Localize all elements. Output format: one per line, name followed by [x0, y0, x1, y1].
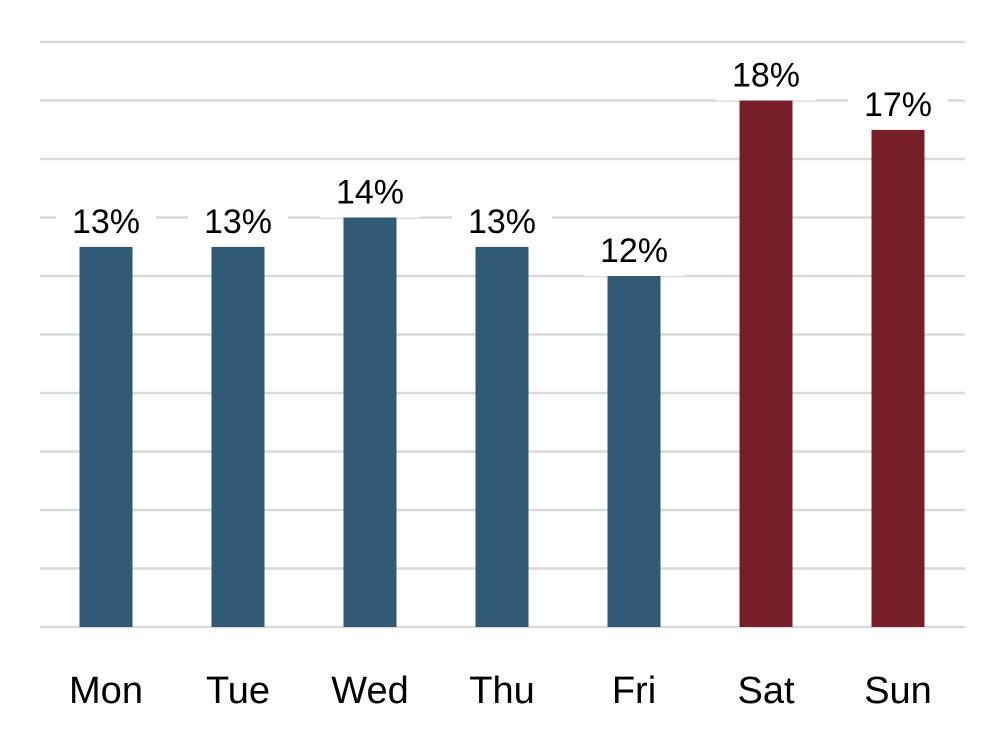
bar-wed [343, 217, 397, 627]
value-label-fri: 12% [600, 232, 668, 270]
category-labels: Mon Tue Wed Thu Fri Sat Sun [69, 670, 932, 712]
value-label-bg-mon [55, 194, 157, 247]
value-label-bg-tue [187, 194, 289, 247]
category-label-sat: Sat [737, 670, 794, 712]
bar-mon [79, 246, 133, 627]
category-label-wed: Wed [331, 670, 408, 712]
value-label-wed: 14% [336, 174, 404, 212]
bar-sat [739, 100, 793, 627]
value-label-mon: 13% [72, 203, 140, 241]
bar-fri [607, 276, 661, 627]
value-label-sat: 18% [732, 57, 800, 95]
category-label-thu: Thu [469, 670, 534, 712]
value-label-bg-fri [583, 224, 685, 276]
bars [79, 100, 925, 627]
category-label-fri: Fri [612, 670, 656, 712]
value-labels: 13% 13% 14% 13% 12% 18% 17% [55, 48, 949, 276]
value-label-sun: 17% [864, 86, 932, 124]
value-label-bg-sat [715, 48, 817, 101]
bar-thu [475, 246, 529, 627]
value-label-bg-sun [847, 77, 949, 130]
bar-tue [211, 246, 265, 627]
category-label-tue: Tue [206, 670, 270, 712]
category-label-mon: Mon [69, 670, 143, 712]
value-label-bg-wed [319, 165, 421, 218]
value-label-thu: 13% [468, 203, 536, 241]
value-label-bg-thu [451, 194, 553, 247]
value-label-tue: 13% [204, 203, 272, 241]
bar-sun [871, 129, 925, 627]
category-label-sun: Sun [864, 670, 932, 712]
